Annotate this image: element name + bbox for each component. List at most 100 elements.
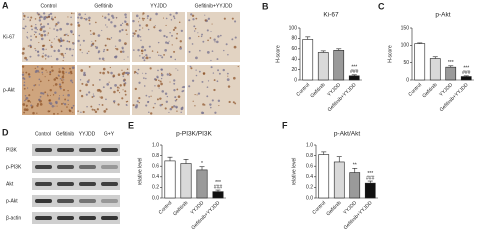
cell — [175, 11, 178, 15]
cell — [154, 25, 156, 27]
cell — [206, 95, 209, 98]
cell — [92, 32, 96, 35]
cell — [193, 30, 196, 32]
cell — [47, 34, 49, 36]
cell — [22, 77, 25, 80]
error-bar — [336, 48, 342, 51]
cell — [171, 44, 173, 46]
cell — [27, 73, 31, 76]
bar — [164, 160, 176, 199]
cell — [231, 17, 234, 20]
cell — [219, 34, 222, 37]
cell — [90, 105, 93, 108]
cell — [194, 28, 197, 30]
cell — [142, 14, 144, 16]
cell — [41, 55, 44, 58]
x-tick-label: Gefitinib+YYJDD — [190, 200, 221, 231]
bar — [317, 52, 329, 81]
cell — [25, 71, 28, 74]
cell — [72, 111, 74, 113]
cell — [30, 25, 33, 28]
cell — [133, 32, 136, 35]
cell — [67, 23, 70, 25]
cell — [126, 33, 128, 35]
cell — [21, 65, 25, 68]
cell — [56, 36, 58, 38]
row-label: PI3K — [6, 147, 18, 153]
row-label: p-Akt — [6, 198, 18, 204]
cell — [81, 52, 83, 54]
cell — [202, 40, 205, 43]
band — [57, 199, 74, 203]
cell — [165, 41, 168, 44]
cell — [70, 106, 73, 109]
cell — [145, 72, 147, 75]
cell — [137, 48, 140, 52]
cell — [150, 112, 153, 115]
cell — [42, 12, 46, 15]
cell — [209, 103, 212, 106]
cell — [48, 99, 51, 102]
cell — [177, 95, 181, 98]
cell — [165, 36, 168, 38]
cell — [169, 13, 172, 16]
panel-letter: E — [128, 120, 134, 130]
panel-letter: C — [378, 1, 385, 11]
cell — [53, 112, 56, 115]
cell — [198, 70, 201, 73]
cell — [200, 35, 203, 38]
error-bar — [351, 74, 357, 76]
cell — [23, 108, 27, 112]
cell — [62, 102, 65, 104]
cell — [209, 37, 212, 39]
y-tick-label: 0.4 — [152, 174, 159, 180]
cell — [102, 71, 105, 75]
cell — [210, 59, 212, 62]
cell — [26, 105, 28, 107]
cell — [104, 44, 107, 47]
cell — [141, 17, 144, 20]
error-bar — [167, 156, 173, 161]
cell — [141, 46, 143, 48]
cell — [62, 55, 65, 57]
cell — [40, 91, 43, 95]
cell — [26, 31, 29, 33]
cell — [72, 48, 74, 51]
cell — [29, 44, 32, 47]
y-tick-label: 40 — [291, 57, 297, 63]
cell — [122, 79, 126, 82]
chart-title: p-Akt — [435, 12, 450, 19]
cell — [110, 71, 113, 75]
cell — [137, 68, 140, 71]
cell — [157, 76, 159, 79]
cell — [58, 95, 61, 97]
ihc-image — [187, 12, 240, 62]
x-tick-label: Gefitinib — [172, 200, 189, 217]
cell — [68, 40, 71, 43]
cell — [68, 109, 71, 112]
cell — [207, 17, 211, 20]
cell — [67, 99, 69, 102]
cell — [109, 87, 112, 90]
cell — [29, 55, 32, 58]
cell — [153, 78, 157, 81]
cell — [115, 17, 117, 19]
cell — [73, 13, 75, 15]
blot-strip — [32, 195, 120, 207]
error-bar — [321, 151, 327, 155]
cell — [71, 66, 75, 70]
cell — [121, 22, 124, 25]
cell — [90, 45, 92, 47]
cell — [88, 50, 90, 53]
band — [35, 148, 52, 152]
cell — [170, 19, 173, 21]
y-tick-label: 0.6 — [152, 164, 159, 170]
cell — [143, 85, 146, 87]
cell — [225, 43, 228, 46]
cell — [135, 14, 139, 18]
cell — [195, 69, 197, 71]
cell — [77, 16, 80, 19]
cell — [142, 72, 144, 74]
y-tick-label: 50 — [403, 60, 409, 66]
cell — [70, 16, 72, 19]
